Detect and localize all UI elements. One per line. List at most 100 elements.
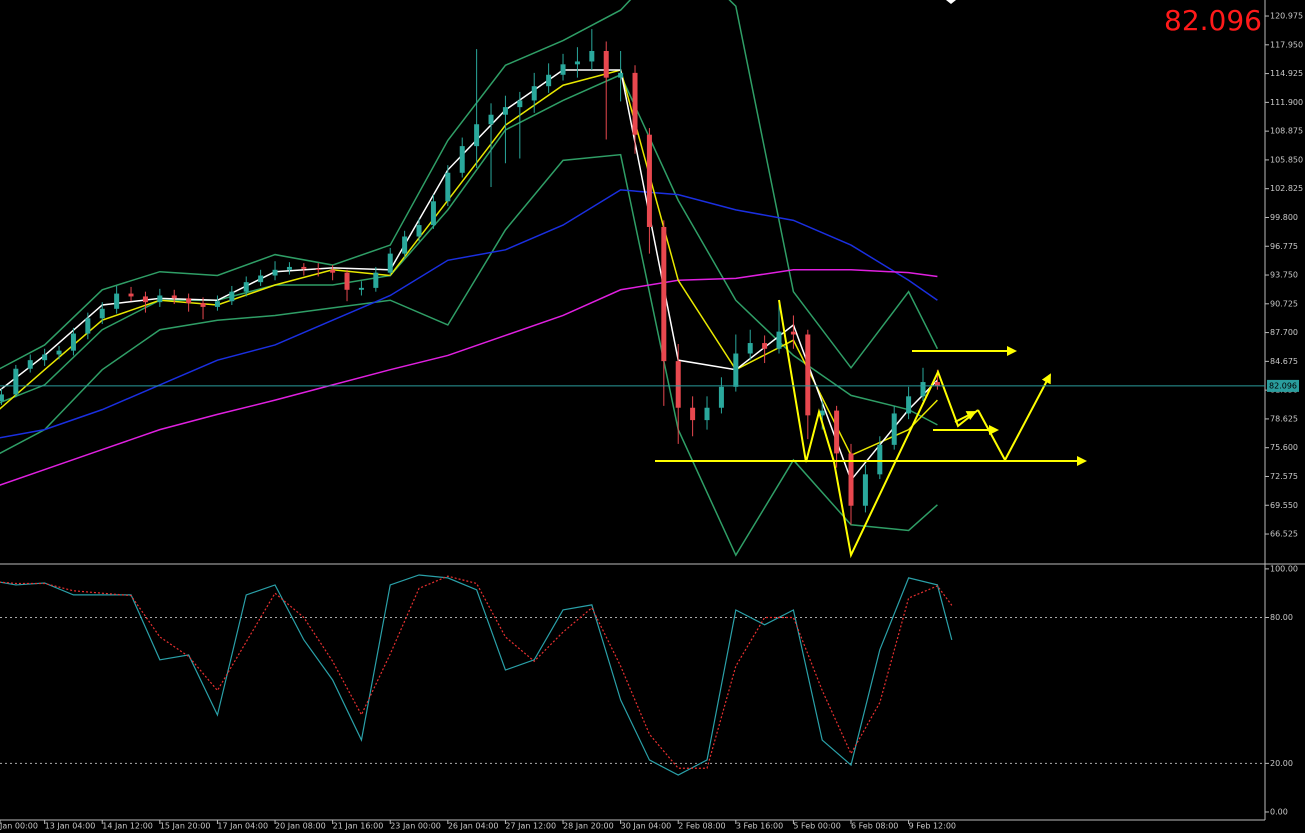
candle-body [502,107,508,115]
candle-body [819,410,825,416]
projection-leg [977,409,1006,461]
candle-body [13,368,19,395]
x-tick-label: 21 Jan 16:00 [333,822,384,831]
candle-body [834,410,840,454]
candle-body [258,275,264,283]
candle-body [574,61,580,65]
oscillator-line [0,574,953,776]
y-tick-label: 102.825 [1270,184,1303,193]
y-tick-label: 84.675 [1270,357,1298,366]
candle-body [790,331,796,335]
price-panel [0,0,940,557]
candle-body [675,361,681,408]
candle-body [488,114,494,125]
candle-body [330,269,336,273]
candle-body [474,124,480,147]
y-tick-label: 111.900 [1270,98,1303,107]
zigzag-path [778,299,979,559]
candle-body [200,303,206,307]
projection-arrow [1004,373,1051,461]
candle-body [517,100,523,108]
candle-body [704,407,710,421]
candle-body [805,334,811,416]
candle-body [286,266,292,270]
x-tick-label: 5 Feb 00:00 [793,822,840,831]
y-tick-label: 108.875 [1270,127,1303,136]
y-tick-label: 96.775 [1270,242,1298,251]
y-tick-label: 87.700 [1270,328,1298,337]
x-tick-label: 3 Feb 16:00 [736,822,783,831]
candle-body [402,236,408,254]
candle-body [358,287,364,290]
candle-body [632,72,638,135]
candle-body [42,354,48,361]
indicator-line [0,269,938,486]
candle-body [186,298,192,304]
last-price-big: 82.096 [1164,4,1262,37]
candle-body [589,50,595,62]
candle-body [99,308,105,319]
y-tick-label: 20.00 [1270,759,1293,768]
y-tick-label: 80.00 [1270,613,1293,622]
x-tick-label: 27 Jan 12:00 [505,822,556,831]
indicator-line [0,189,938,439]
candle-body [128,293,134,297]
x-tick-label: 2 Feb 08:00 [678,822,725,831]
y-tick-label: 72.575 [1270,472,1298,481]
candle-body [560,64,566,75]
y-tick-label: 66.525 [1270,530,1298,539]
y-tick-label: 78.625 [1270,414,1298,423]
y-tick-label: 117.950 [1270,40,1303,49]
candle-body [646,134,652,227]
candle-body [70,333,76,351]
candle-body [272,269,278,276]
candle-body [618,72,624,78]
candle-body [690,407,696,421]
candle-body [416,225,422,237]
candle-body [56,350,62,355]
candle-body [373,272,379,288]
y-tick-label: 100.00 [1270,564,1298,573]
candle-body [891,413,897,445]
candle-body [733,353,739,387]
candle-body [114,293,120,309]
x-tick-label: 6 Feb 08:00 [851,822,898,831]
candle-body [906,396,912,414]
candle-body [171,295,177,299]
candle-body [877,444,883,475]
candle-body [142,296,148,303]
y-tick-label: 105.850 [1270,155,1303,164]
y-tick-label: 90.725 [1270,299,1298,308]
candle-body [762,343,768,349]
x-tick-label: Jan 00:00 [0,822,38,831]
candle-body [546,74,552,87]
x-tick-label: 15 Jan 20:00 [160,822,211,831]
candle-body [848,453,854,506]
x-tick-label: 26 Jan 04:00 [448,822,499,831]
y-tick-label: 75.600 [1270,443,1298,452]
y-tick-label: 0.00 [1270,807,1288,816]
x-tick-label: 20 Jan 08:00 [275,822,326,831]
x-tick-label: 9 Feb 12:00 [909,822,956,831]
candle-body [445,172,451,202]
x-tick-label: 17 Jan 04:00 [217,822,268,831]
candle-body [387,253,393,273]
candle-body [459,146,465,173]
candle-body [603,50,609,78]
candle-body [344,272,350,290]
candle-body [157,295,163,303]
oscillator-panel [0,574,1265,776]
y-tick-label: 69.550 [1270,501,1298,510]
candle-body [531,86,537,101]
candle-body [934,382,940,386]
candle-body [85,318,91,334]
candle-body [776,331,782,349]
last-price-box [1267,379,1299,392]
candle-body [214,301,220,307]
y-tick-label: 99.800 [1270,213,1298,222]
candle-body [920,382,926,397]
x-tick-label: 30 Jan 04:00 [621,822,672,831]
y-tick-label: 114.925 [1270,69,1303,78]
candle-body [430,201,436,226]
